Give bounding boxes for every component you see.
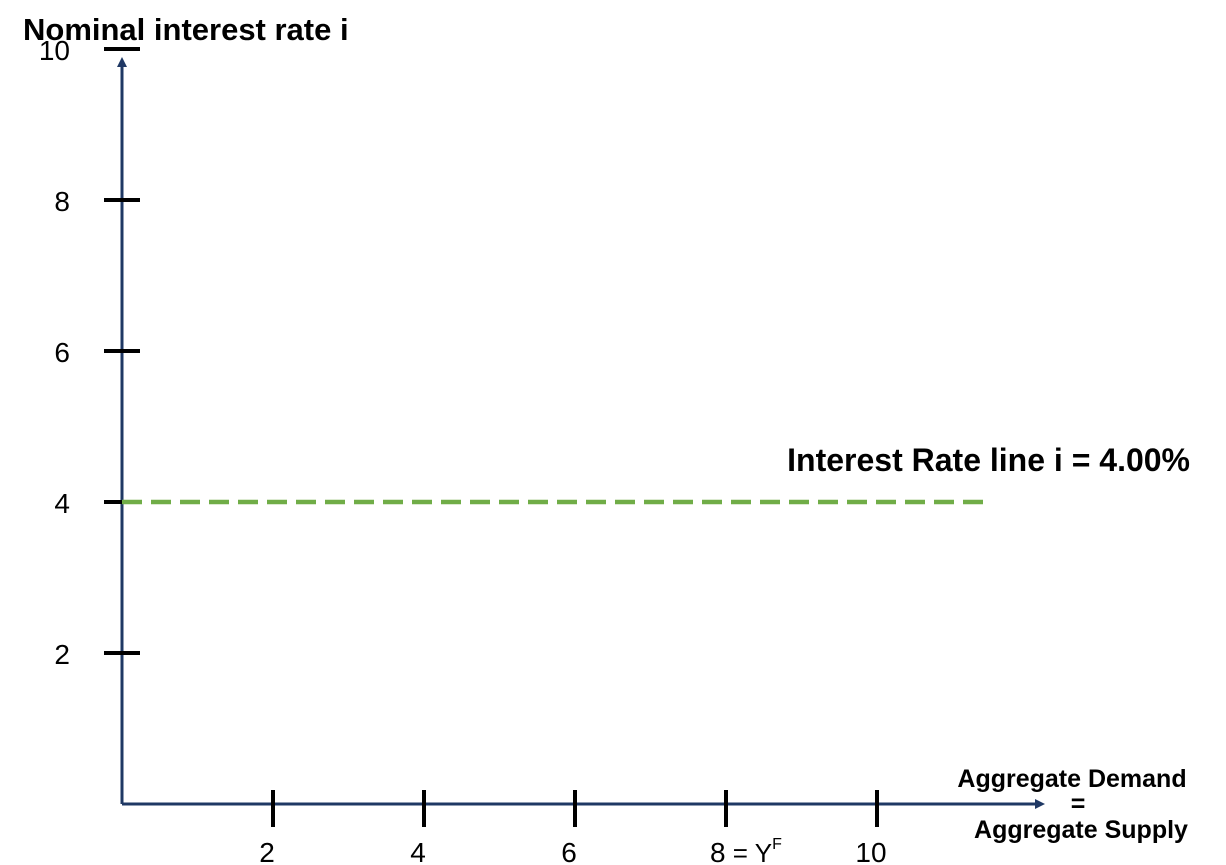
x-tick-label-suffix: = Y — [726, 838, 773, 865]
y-tick-label: 10 — [39, 35, 70, 66]
x-tick-label: 10 — [855, 837, 886, 865]
y-tick-label: 2 — [54, 639, 70, 670]
x-axis-label-bottom: Aggregate Supply — [974, 816, 1188, 844]
y-tick-label: 4 — [54, 488, 70, 519]
interest-rate-line-label: Interest Rate line i = 4.00% — [787, 442, 1190, 478]
x-axis-label-equals: = — [1071, 790, 1086, 818]
y-axis-label: Nominal interest rate i — [23, 12, 349, 47]
x-axis-label-top: Aggregate Demand — [957, 765, 1186, 793]
series-group: Interest Rate line i = 4.00% — [122, 442, 1190, 505]
y-tick-label: 6 — [54, 337, 70, 368]
x-tick-label: 8 = YF — [710, 836, 782, 865]
x-axis-ticks: 2 4 6 8 = YF 10 — [259, 790, 887, 865]
x-tick-label: 6 — [561, 837, 577, 865]
x-tick-label: 2 — [259, 837, 275, 865]
x-tick-label: 4 — [410, 837, 426, 865]
y-axis-ticks: 2 4 6 8 10 — [39, 35, 140, 670]
y-tick-label: 8 — [54, 186, 70, 217]
x-tick-label-superscript: F — [772, 836, 782, 853]
